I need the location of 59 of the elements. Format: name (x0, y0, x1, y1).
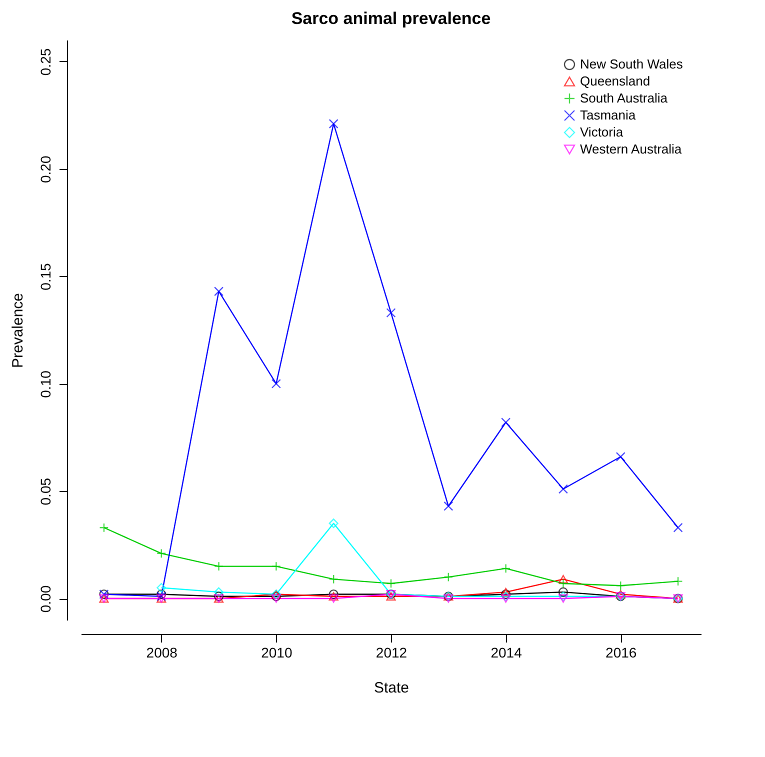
legend-label: South Australia (580, 90, 668, 106)
y-tick-label: 0.15 (38, 262, 54, 290)
x-tick-label: 2014 (490, 644, 522, 660)
y-tick-label: 0.05 (38, 478, 54, 506)
point (558, 587, 568, 597)
point (328, 592, 338, 601)
point (444, 572, 454, 582)
legend-label: Queensland (580, 74, 650, 88)
point (156, 589, 166, 599)
y-axis-title: Prevalence (10, 292, 26, 368)
point (501, 588, 511, 596)
point (328, 594, 338, 603)
point (328, 518, 338, 528)
point (156, 548, 166, 558)
point (558, 484, 568, 494)
legend-label: Western Australia (580, 142, 682, 156)
point (558, 578, 568, 588)
point (501, 589, 511, 599)
point (214, 562, 224, 572)
point (386, 578, 396, 588)
point (328, 589, 338, 599)
y-tick-label: 0.00 (38, 585, 54, 613)
x-axis-title: State (374, 680, 410, 696)
point (616, 580, 626, 590)
point (558, 574, 568, 584)
point (673, 522, 683, 532)
x-tick-label: 2012 (376, 644, 408, 660)
point (501, 418, 511, 428)
point (271, 592, 281, 602)
point (501, 564, 511, 574)
point (558, 592, 568, 602)
y-tick-label: 0.20 (38, 156, 54, 184)
x-tick-label: 2008 (146, 644, 178, 660)
x-tick-label: 2016 (606, 644, 637, 660)
point (558, 594, 568, 603)
point (501, 594, 511, 603)
point (99, 522, 109, 532)
point (271, 594, 281, 603)
legend-label: Victoria (580, 124, 624, 140)
point (214, 587, 224, 597)
legend-label: New South Wales (580, 56, 684, 72)
x-tick-label: 2010 (261, 644, 292, 660)
point (214, 286, 224, 296)
point (271, 378, 281, 388)
point (156, 582, 166, 593)
point (328, 574, 338, 584)
point (673, 576, 683, 586)
legend-label: Tasmania (580, 108, 636, 122)
point (271, 562, 281, 572)
point (616, 452, 626, 462)
point (444, 501, 454, 511)
y-tick-label: 0.10 (38, 370, 54, 398)
point (616, 590, 626, 598)
chart-title: Sarco animal prevalence (291, 9, 491, 28)
point (501, 592, 511, 602)
point (328, 118, 338, 129)
point (386, 308, 396, 318)
point (444, 594, 454, 603)
y-tick-label: 0.25 (38, 48, 54, 76)
